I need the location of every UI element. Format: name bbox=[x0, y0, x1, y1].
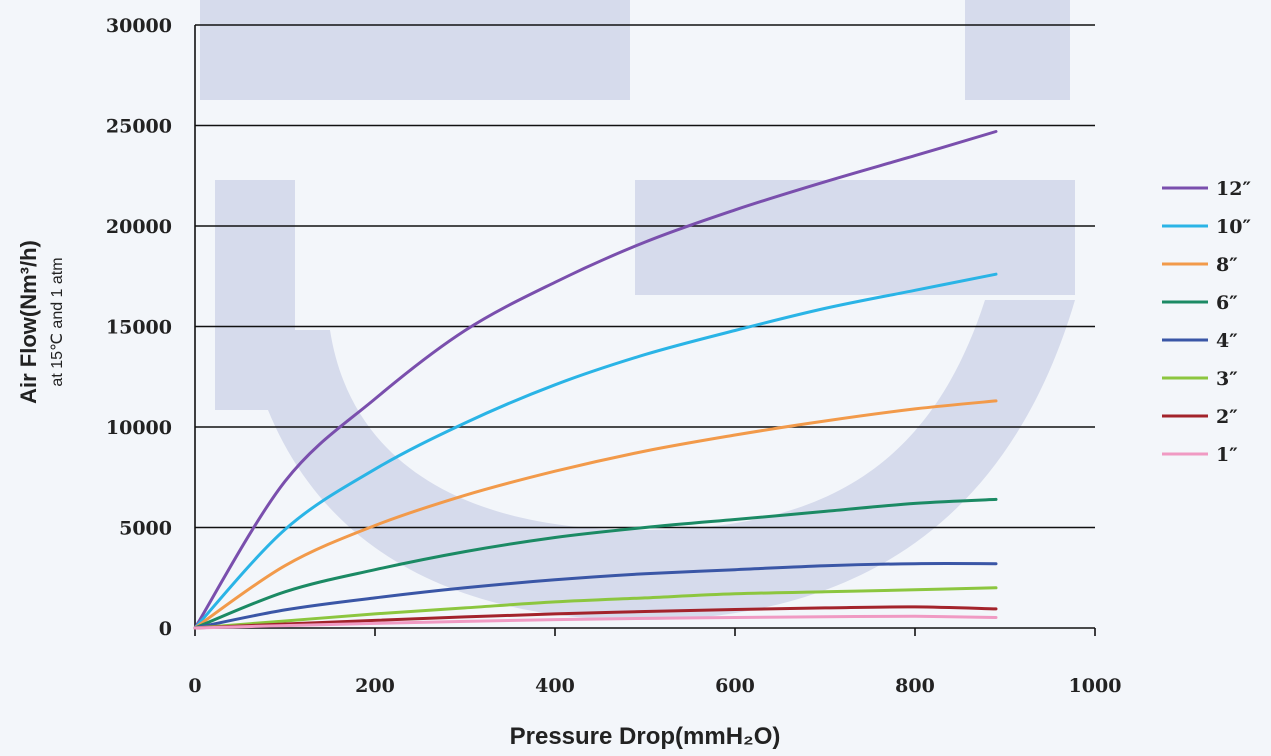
series-lines bbox=[193, 130, 998, 630]
legend-label: 3″ bbox=[1216, 368, 1238, 390]
x-tick-labels: 0 200 400 600 800 1000 bbox=[188, 675, 1121, 697]
x-axis-label: Pressure Drop(mmH₂O) bbox=[510, 723, 781, 750]
x-tick-label: 1000 bbox=[1069, 675, 1122, 697]
x-tick-label: 200 bbox=[355, 675, 395, 697]
legend-label: 12″ bbox=[1216, 178, 1251, 200]
y-tick-label: 30000 bbox=[106, 15, 172, 37]
legend-label: 8″ bbox=[1216, 254, 1238, 276]
series-line-6 bbox=[193, 586, 998, 630]
series-line-4 bbox=[193, 497, 998, 630]
x-tick-label: 600 bbox=[715, 675, 755, 697]
x-tick-label: 0 bbox=[188, 675, 201, 697]
x-tick-label: 400 bbox=[535, 675, 575, 697]
y-tick-label: 25000 bbox=[106, 116, 172, 138]
y-tick-label: 0 bbox=[159, 618, 172, 640]
legend-label: 1″ bbox=[1216, 444, 1238, 466]
legend-label: 6″ bbox=[1216, 292, 1238, 314]
axes bbox=[194, 25, 1096, 636]
legend-label: 10″ bbox=[1216, 216, 1251, 238]
y-tick-label: 5000 bbox=[119, 518, 172, 540]
x-tick-label: 800 bbox=[895, 675, 935, 697]
y-tick-label: 10000 bbox=[106, 417, 172, 439]
legend: 12″ 10″ 8″ 6″ 4″ 3″ 2″ 1″ bbox=[1162, 178, 1251, 466]
y-tick-label: 20000 bbox=[106, 216, 172, 238]
legend-label: 2″ bbox=[1216, 406, 1238, 428]
watermark-bar-top-right bbox=[965, 0, 1070, 100]
series-line-1 bbox=[193, 130, 998, 630]
series-line-5 bbox=[193, 562, 998, 630]
watermark-swoosh bbox=[245, 300, 1075, 620]
y-tick-label: 15000 bbox=[106, 317, 172, 339]
y-tick-labels: 0 5000 10000 15000 20000 25000 30000 bbox=[106, 15, 172, 640]
series-line-8 bbox=[193, 614, 998, 630]
legend-label: 4″ bbox=[1216, 330, 1238, 352]
y-axis-label: Air Flow(Nm³/h) bbox=[16, 240, 41, 404]
watermark-bar-right bbox=[635, 180, 1075, 295]
series-line-3 bbox=[193, 399, 998, 630]
series-line-2 bbox=[193, 272, 998, 630]
series-line-7 bbox=[193, 605, 998, 630]
watermark-logo bbox=[200, 0, 1075, 620]
watermark-bar-top-left bbox=[200, 0, 630, 100]
y-axis-sublabel: at 15℃ and 1 atm bbox=[49, 257, 66, 386]
